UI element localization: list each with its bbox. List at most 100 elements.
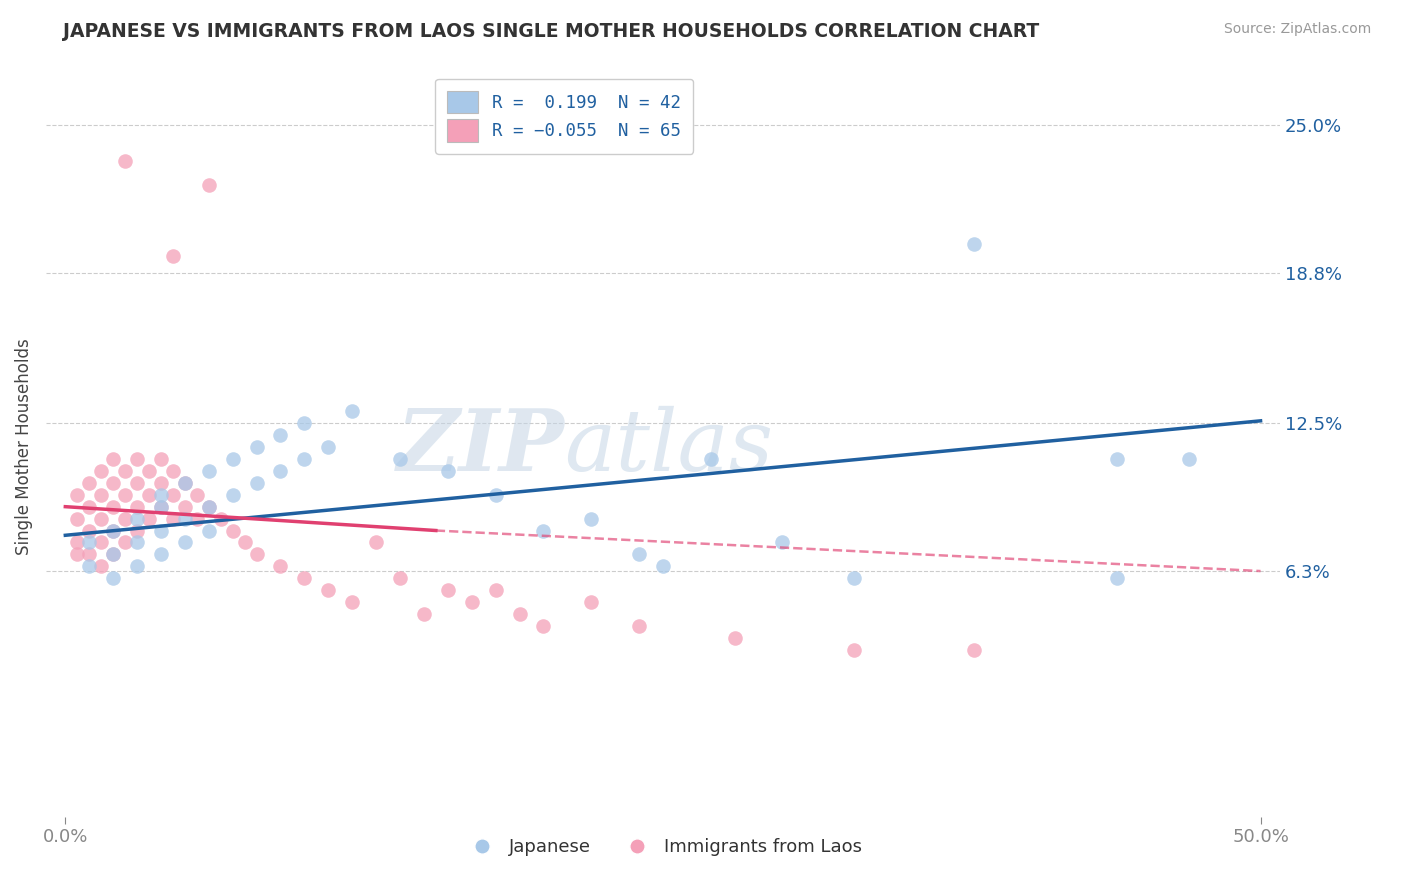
- Point: [77, 535, 100, 549]
- Point: [125, 452, 148, 467]
- Point: [269, 428, 291, 442]
- Point: [66, 511, 89, 525]
- Point: [149, 475, 172, 490]
- Point: [125, 535, 148, 549]
- Point: [77, 559, 100, 574]
- Point: [197, 500, 219, 514]
- Point: [173, 511, 195, 525]
- Point: [186, 511, 208, 525]
- Point: [149, 500, 172, 514]
- Point: [628, 547, 651, 561]
- Point: [125, 559, 148, 574]
- Point: [531, 619, 554, 633]
- Point: [652, 559, 675, 574]
- Point: [221, 488, 243, 502]
- Point: [316, 440, 339, 454]
- Point: [197, 500, 219, 514]
- Point: [233, 535, 256, 549]
- Point: [138, 511, 160, 525]
- Point: [197, 464, 219, 478]
- Point: [138, 488, 160, 502]
- Point: [149, 524, 172, 538]
- Point: [221, 452, 243, 467]
- Point: [114, 153, 136, 168]
- Point: [101, 547, 124, 561]
- Point: [460, 595, 482, 609]
- Point: [66, 488, 89, 502]
- Point: [114, 511, 136, 525]
- Point: [772, 535, 794, 549]
- Point: [412, 607, 434, 621]
- Point: [101, 500, 124, 514]
- Point: [316, 583, 339, 598]
- Point: [125, 511, 148, 525]
- Point: [700, 452, 723, 467]
- Point: [162, 511, 184, 525]
- Point: [292, 416, 315, 430]
- Point: [90, 464, 112, 478]
- Point: [245, 547, 267, 561]
- Point: [114, 488, 136, 502]
- Point: [77, 475, 100, 490]
- Legend: Japanese, Immigrants from Laos: Japanese, Immigrants from Laos: [457, 830, 869, 863]
- Point: [388, 571, 411, 585]
- Point: [125, 500, 148, 514]
- Point: [101, 452, 124, 467]
- Point: [101, 547, 124, 561]
- Point: [292, 571, 315, 585]
- Point: [1107, 571, 1129, 585]
- Point: [197, 178, 219, 192]
- Point: [66, 535, 89, 549]
- Point: [114, 535, 136, 549]
- Point: [245, 475, 267, 490]
- Point: [125, 524, 148, 538]
- Point: [628, 619, 651, 633]
- Point: [149, 547, 172, 561]
- Point: [138, 464, 160, 478]
- Point: [221, 524, 243, 538]
- Point: [340, 595, 363, 609]
- Point: [340, 404, 363, 418]
- Point: [269, 464, 291, 478]
- Point: [388, 452, 411, 467]
- Point: [173, 475, 195, 490]
- Point: [77, 547, 100, 561]
- Point: [173, 535, 195, 549]
- Text: ZIP: ZIP: [396, 405, 564, 489]
- Point: [186, 488, 208, 502]
- Point: [77, 500, 100, 514]
- Point: [162, 488, 184, 502]
- Point: [173, 500, 195, 514]
- Point: [579, 595, 602, 609]
- Point: [436, 464, 458, 478]
- Point: [292, 452, 315, 467]
- Point: [162, 249, 184, 263]
- Point: [114, 464, 136, 478]
- Point: [963, 237, 986, 252]
- Point: [66, 547, 89, 561]
- Text: JAPANESE VS IMMIGRANTS FROM LAOS SINGLE MOTHER HOUSEHOLDS CORRELATION CHART: JAPANESE VS IMMIGRANTS FROM LAOS SINGLE …: [63, 22, 1039, 41]
- Point: [531, 524, 554, 538]
- Point: [579, 511, 602, 525]
- Point: [149, 500, 172, 514]
- Y-axis label: Single Mother Households: Single Mother Households: [15, 339, 32, 556]
- Point: [844, 571, 866, 585]
- Point: [90, 535, 112, 549]
- Point: [724, 631, 747, 645]
- Point: [844, 642, 866, 657]
- Point: [90, 511, 112, 525]
- Point: [197, 524, 219, 538]
- Point: [101, 524, 124, 538]
- Point: [149, 488, 172, 502]
- Point: [245, 440, 267, 454]
- Point: [963, 642, 986, 657]
- Point: [1178, 452, 1201, 467]
- Point: [508, 607, 530, 621]
- Point: [269, 559, 291, 574]
- Point: [101, 475, 124, 490]
- Text: atlas: atlas: [564, 406, 773, 489]
- Point: [162, 464, 184, 478]
- Point: [484, 583, 506, 598]
- Point: [101, 571, 124, 585]
- Point: [484, 488, 506, 502]
